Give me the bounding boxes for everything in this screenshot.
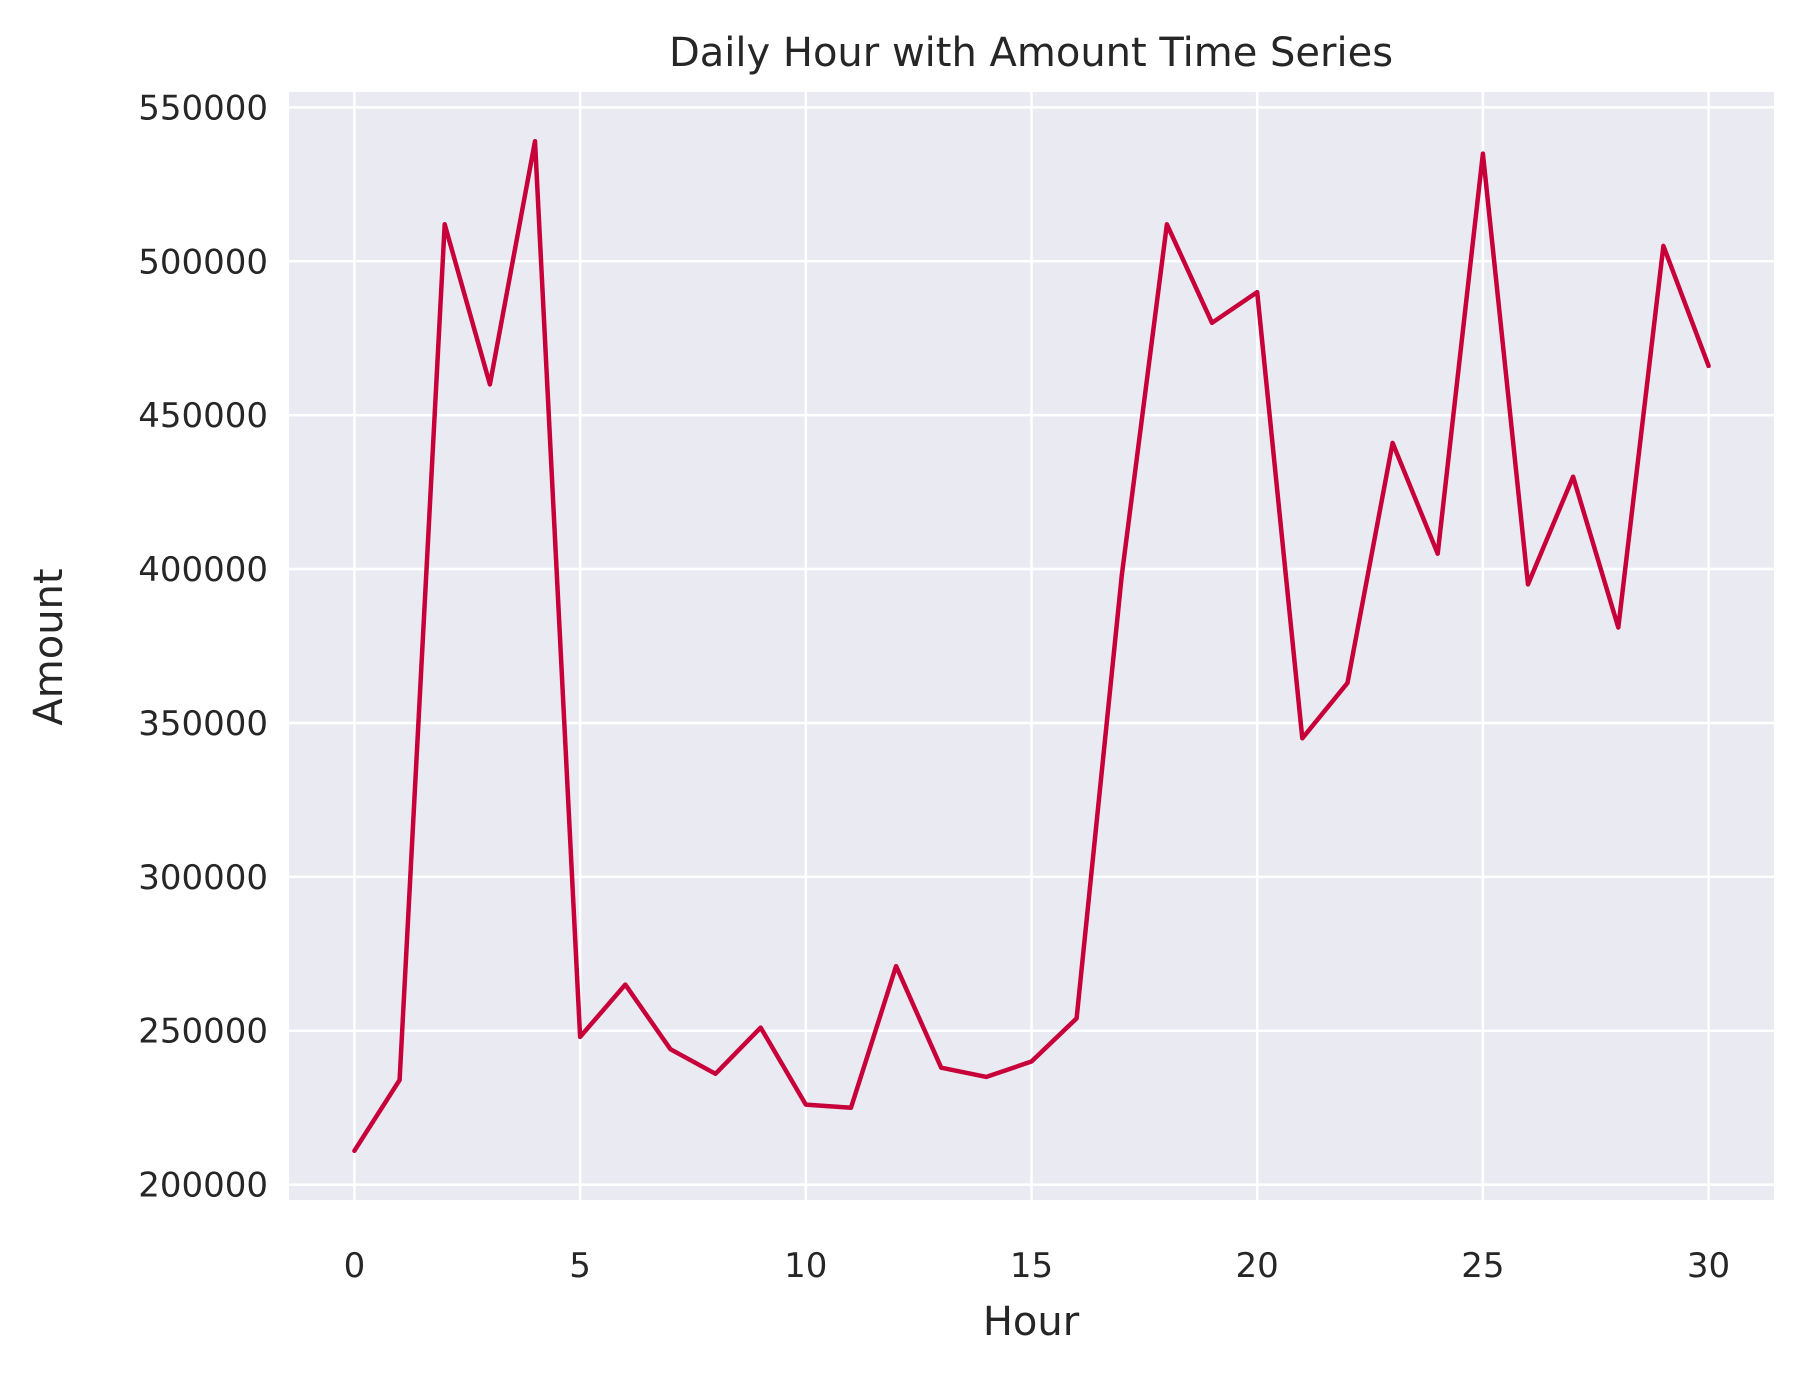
series-layer xyxy=(352,138,1711,1154)
x-axis-label: Hour xyxy=(983,1299,1080,1345)
y-tick-label-0: 200000 xyxy=(138,1166,268,1206)
x-tick-label-6: 30 xyxy=(1687,1246,1730,1286)
series-line-0 xyxy=(352,138,1711,1154)
y-tick-label-6: 500000 xyxy=(138,242,268,282)
y-tick-label-7: 550000 xyxy=(138,88,268,128)
x-tick-label-5: 25 xyxy=(1461,1246,1504,1286)
chart-title: Daily Hour with Amount Time Series xyxy=(669,30,1393,76)
x-tick-label-3: 15 xyxy=(1010,1246,1053,1286)
x-tick-label-1: 5 xyxy=(569,1246,591,1286)
x-tick-label-4: 20 xyxy=(1236,1246,1279,1286)
y-tick-label-1: 250000 xyxy=(138,1012,268,1052)
grid-lines xyxy=(289,92,1774,1200)
y-tick-label-5: 450000 xyxy=(138,396,268,436)
y-tick-label-2: 300000 xyxy=(138,858,268,898)
y-tick-label-4: 400000 xyxy=(138,550,268,590)
y-tick-labels: 200000 250000 300000 350000 400000 450000 5000… xyxy=(138,88,268,1205)
x-tick-labels: 0 5 10 15 20 25 30 xyxy=(344,1246,1731,1286)
x-tick-label-0: 0 xyxy=(344,1246,366,1286)
y-tick-label-3: 350000 xyxy=(138,704,268,744)
y-axis-label: Amount xyxy=(26,568,72,725)
x-tick-label-2: 10 xyxy=(784,1246,827,1286)
